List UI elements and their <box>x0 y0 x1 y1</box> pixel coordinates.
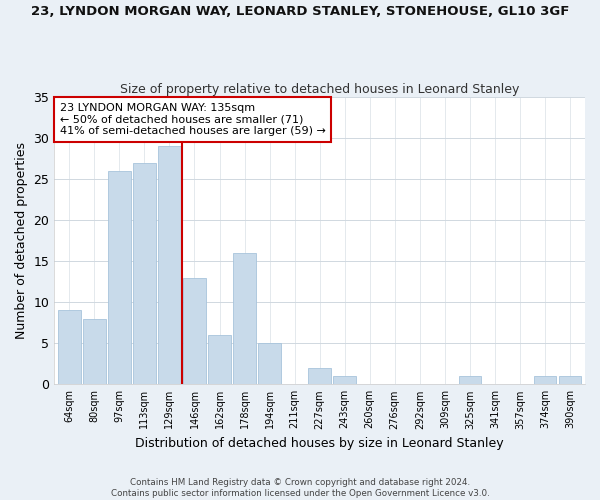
Bar <box>108 171 131 384</box>
Bar <box>208 335 231 384</box>
Text: 23 LYNDON MORGAN WAY: 135sqm
← 50% of detached houses are smaller (71)
41% of se: 23 LYNDON MORGAN WAY: 135sqm ← 50% of de… <box>59 103 325 136</box>
Bar <box>458 376 481 384</box>
X-axis label: Distribution of detached houses by size in Leonard Stanley: Distribution of detached houses by size … <box>136 437 504 450</box>
Bar <box>259 344 281 384</box>
Bar <box>533 376 556 384</box>
Text: 23, LYNDON MORGAN WAY, LEONARD STANLEY, STONEHOUSE, GL10 3GF: 23, LYNDON MORGAN WAY, LEONARD STANLEY, … <box>31 5 569 18</box>
Bar <box>233 253 256 384</box>
Bar <box>158 146 181 384</box>
Bar <box>133 163 155 384</box>
Bar <box>83 318 106 384</box>
Bar <box>183 278 206 384</box>
Bar <box>308 368 331 384</box>
Bar <box>334 376 356 384</box>
Bar <box>58 310 80 384</box>
Bar <box>559 376 581 384</box>
Title: Size of property relative to detached houses in Leonard Stanley: Size of property relative to detached ho… <box>120 83 520 96</box>
Y-axis label: Number of detached properties: Number of detached properties <box>15 142 28 339</box>
Text: Contains HM Land Registry data © Crown copyright and database right 2024.
Contai: Contains HM Land Registry data © Crown c… <box>110 478 490 498</box>
